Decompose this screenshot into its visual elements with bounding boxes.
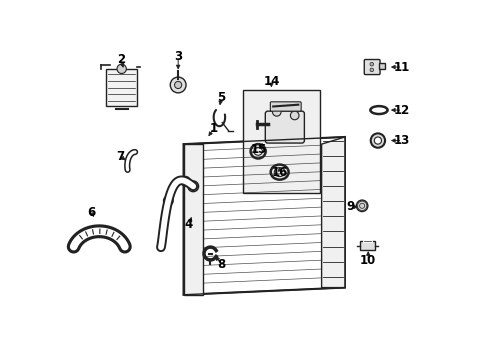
Circle shape <box>290 111 298 120</box>
Text: 9: 9 <box>346 201 354 213</box>
Text: 3: 3 <box>174 50 182 63</box>
Polygon shape <box>183 144 203 295</box>
Circle shape <box>370 134 384 148</box>
FancyBboxPatch shape <box>106 69 137 107</box>
Text: 7: 7 <box>117 150 124 163</box>
FancyBboxPatch shape <box>359 241 375 250</box>
FancyBboxPatch shape <box>364 59 379 75</box>
FancyBboxPatch shape <box>242 90 319 193</box>
Circle shape <box>187 181 198 192</box>
Circle shape <box>369 62 373 66</box>
Text: 2: 2 <box>117 53 124 66</box>
Text: 10: 10 <box>359 254 376 267</box>
Circle shape <box>356 200 367 212</box>
Circle shape <box>170 77 185 93</box>
Text: 4: 4 <box>184 218 193 231</box>
Text: 8: 8 <box>217 258 225 271</box>
Circle shape <box>369 68 373 72</box>
Text: 1: 1 <box>209 122 218 135</box>
Circle shape <box>373 137 381 144</box>
Circle shape <box>69 238 81 250</box>
FancyBboxPatch shape <box>265 111 304 143</box>
Text: 6: 6 <box>87 206 95 219</box>
Text: 14: 14 <box>263 75 279 88</box>
Circle shape <box>118 239 129 251</box>
Polygon shape <box>321 137 344 288</box>
Circle shape <box>272 108 281 116</box>
FancyBboxPatch shape <box>378 63 384 69</box>
Text: 13: 13 <box>393 134 409 147</box>
Text: 12: 12 <box>393 104 409 117</box>
Circle shape <box>117 64 126 73</box>
Text: 5: 5 <box>217 91 225 104</box>
Text: 16: 16 <box>272 166 288 179</box>
Circle shape <box>174 81 182 89</box>
FancyBboxPatch shape <box>270 102 301 111</box>
Text: 11: 11 <box>393 60 409 73</box>
Text: 15: 15 <box>250 143 266 156</box>
